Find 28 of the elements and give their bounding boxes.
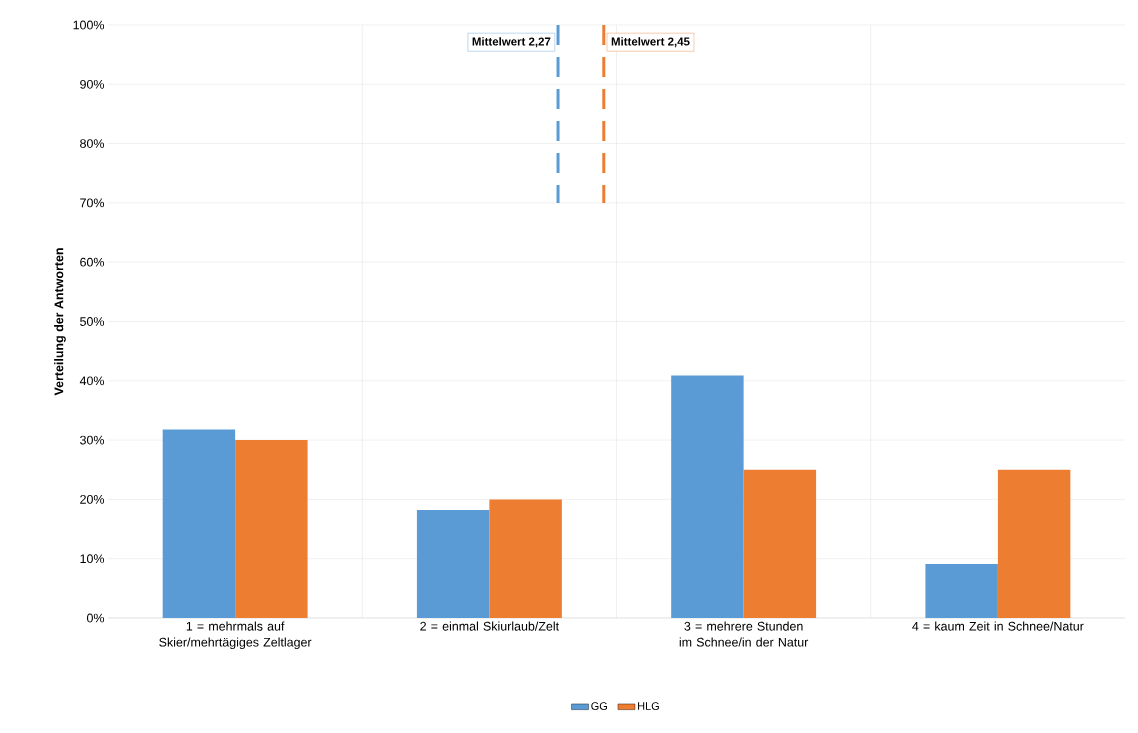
y-tick-label: 70% — [80, 198, 105, 208]
bar — [997, 469, 1071, 618]
x-tick-label: 1 = mehrmals auf Skier/mehrtägiges Zeltlager — [159, 621, 312, 650]
bar — [671, 375, 744, 618]
legend-label: HLG — [638, 702, 659, 710]
y-tick-label: 50% — [80, 317, 105, 326]
bar — [925, 564, 998, 618]
bar — [743, 469, 817, 618]
y-tick-label: 10% — [80, 554, 105, 564]
y-tick-label: 80% — [80, 139, 105, 148]
ref-line-label: Mittelwert 2,45 — [611, 37, 690, 48]
ref-line-label: Mittelwert 2,27 — [472, 37, 551, 48]
x-tick-label: 4 = kaum Zeit in Schnee/Natur — [912, 621, 1084, 631]
bar — [489, 499, 562, 618]
y-tick-label: 30% — [80, 435, 105, 445]
bar — [416, 510, 490, 618]
y-tick-label: 20% — [80, 494, 105, 504]
legend-label: GG — [591, 702, 607, 710]
y-axis-title: Verteilung der Antworten — [54, 248, 66, 396]
y-tick-label: 90% — [80, 79, 105, 89]
x-tick-label: 2 = einmal Skiurlaub/Zelt — [420, 621, 559, 631]
x-tick-label: 3 = mehrere Stunden im Schnee/in der Natur — [679, 621, 809, 647]
bar — [235, 440, 308, 618]
bar — [162, 429, 236, 618]
y-tick-label: 0% — [86, 613, 105, 623]
y-tick-label: 60% — [80, 257, 105, 267]
y-tick-label: 40% — [79, 376, 105, 386]
y-tick-label: 100% — [73, 20, 105, 30]
